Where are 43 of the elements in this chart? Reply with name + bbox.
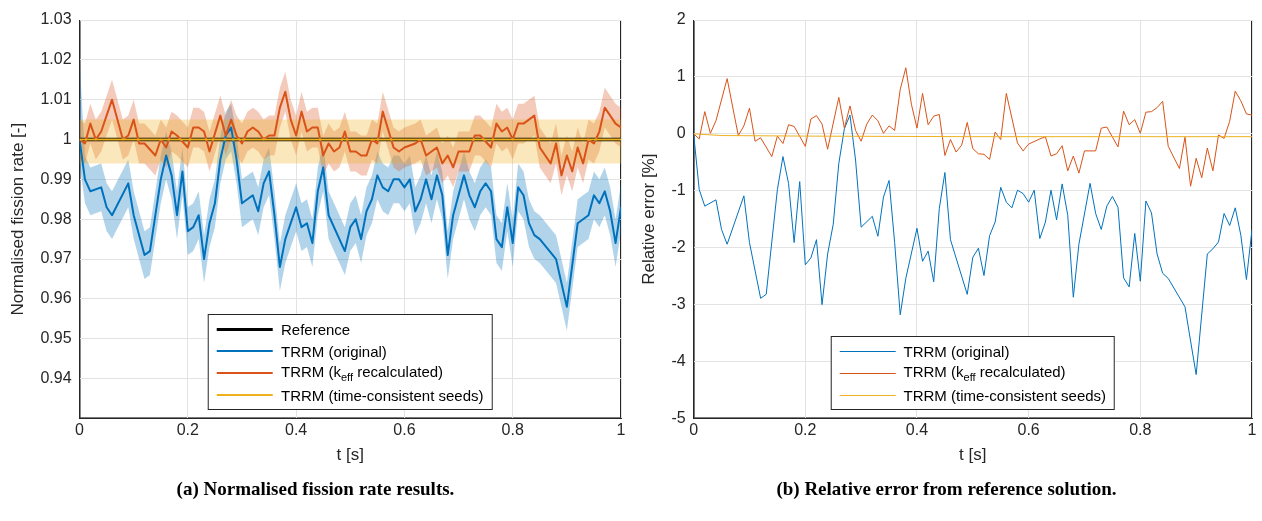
x-tick-label: 1 [1247, 421, 1257, 439]
y-tick-label: 0.96 [40, 289, 72, 307]
legend-label: Reference [280, 320, 351, 338]
legend-label: TRRM (original) [280, 342, 387, 360]
y-tick-label: -1 [671, 181, 686, 199]
y-tick-label: 1.02 [40, 50, 72, 68]
legend-label: TRRM (time-consistent seeds) [903, 386, 1107, 404]
y-tick-label: 2 [676, 10, 686, 28]
y-tick-label: 0.99 [40, 169, 72, 187]
y-tick-label: -2 [671, 238, 686, 256]
x-tick-label: 0.2 [794, 421, 817, 439]
x-tick-label: 1 [616, 421, 626, 439]
y-tick-label: -5 [671, 408, 686, 426]
y-tick-label: 0 [676, 124, 686, 142]
x-tick-label: 0 [689, 421, 699, 439]
y-tick-label: 0.98 [40, 209, 72, 227]
x-tick-label: 0.4 [285, 421, 308, 439]
x-tick-label: 0 [75, 421, 85, 439]
y-tick-label: 0.97 [40, 249, 72, 267]
legend-label: TRRM (time-consistent seeds) [280, 386, 484, 404]
y-tick-label: 0.94 [40, 368, 72, 386]
y-tick-label: -3 [671, 294, 686, 312]
x-tick-label: 0.2 [176, 421, 200, 439]
text: (b) Relative error from reference solution. [775, 478, 1118, 500]
x-tick-label: 0.4 [905, 421, 929, 439]
x-tick-label: 0.6 [393, 421, 416, 439]
y-tick-label: 1 [62, 129, 72, 147]
y-axis-title: Relative error [%] [638, 153, 658, 285]
legend-label: TRRM (original) [903, 342, 1010, 360]
legend-label: TRRM (k$_{eff}$ recalculated) [280, 363, 444, 384]
y-tick-label: 0.95 [40, 329, 72, 347]
y-tick-label: -4 [671, 351, 686, 369]
x-tick-label: 0.8 [501, 421, 524, 439]
x-axis-title: t [s] [959, 445, 987, 465]
text: (a) Normalised fission rate results. [175, 478, 456, 500]
y-tick-label: 1.01 [40, 90, 72, 108]
y-axis-title: Normalised fission rate [-] [7, 122, 27, 316]
x-tick-label: 0.8 [1129, 421, 1152, 439]
legend-label: TRRM (k$_{eff}$ recalculated) [903, 363, 1066, 384]
x-axis-title: t [s] [336, 445, 364, 465]
x-tick-label: 0.6 [1017, 421, 1040, 439]
y-tick-label: 1 [676, 67, 686, 85]
y-tick-label: 1.03 [40, 10, 72, 28]
